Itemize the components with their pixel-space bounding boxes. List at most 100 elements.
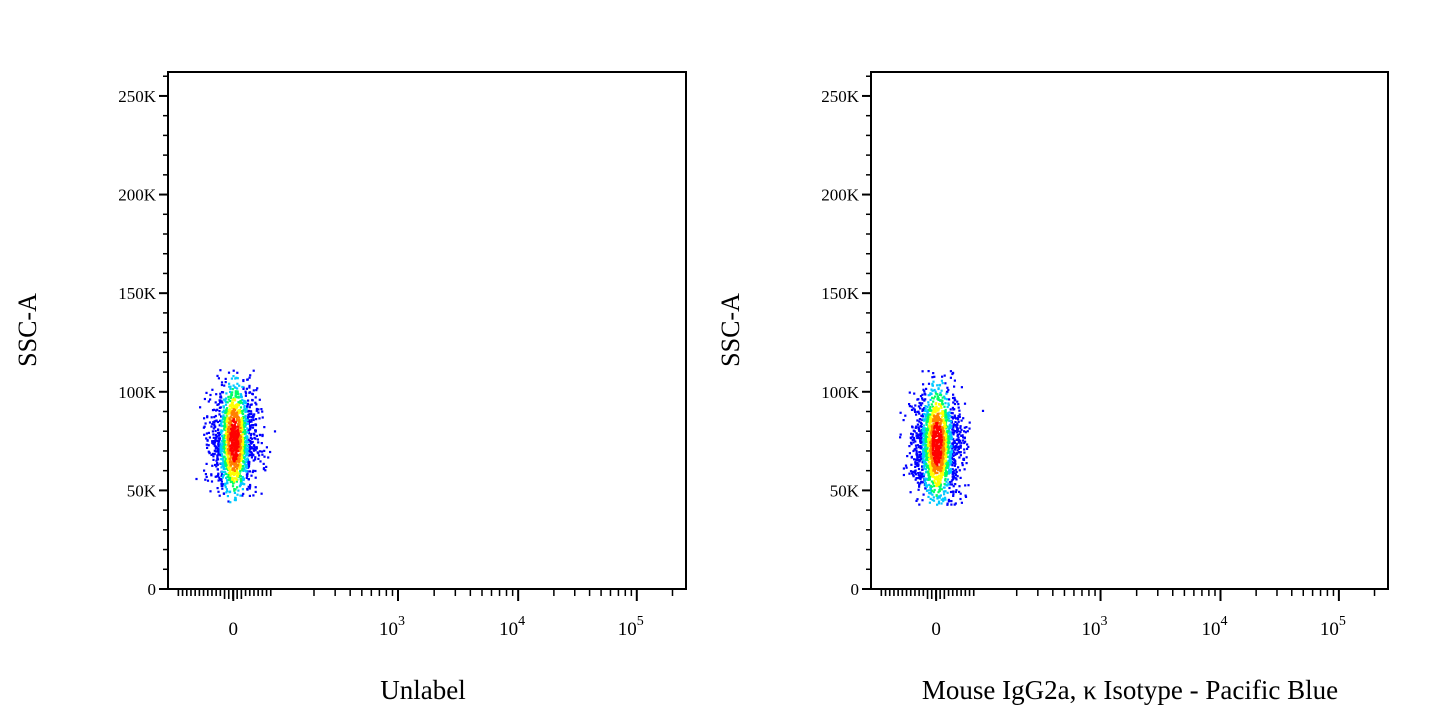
event-dot	[936, 439, 939, 442]
event-dot	[239, 396, 242, 399]
event-dot	[263, 455, 266, 458]
event-dot	[946, 405, 949, 409]
event-dot	[967, 484, 970, 487]
event-dot	[921, 481, 924, 484]
event-dot	[920, 441, 923, 444]
event-dot	[919, 482, 922, 485]
event-dot	[923, 459, 926, 463]
event-dot	[233, 448, 236, 451]
event-dot	[206, 439, 209, 442]
event-dot	[936, 451, 939, 454]
event-dot	[244, 469, 247, 472]
event-dot	[241, 488, 244, 491]
event-dot	[911, 472, 914, 475]
event-dot	[259, 460, 262, 463]
event-dot	[930, 417, 933, 420]
event-dot	[236, 410, 239, 413]
event-dot	[944, 402, 947, 405]
event-dot	[216, 456, 219, 459]
event-dot	[943, 460, 946, 463]
event-dot	[936, 457, 940, 460]
event-dot	[929, 486, 932, 489]
x-tick-exponent: 5	[1339, 614, 1346, 629]
event-dot	[216, 408, 219, 411]
event-dot	[944, 397, 947, 400]
event-dot	[951, 406, 954, 409]
event-dot	[249, 485, 252, 488]
y-tick-label: 200K	[118, 186, 157, 205]
event-dot	[922, 439, 925, 442]
event-dot	[254, 423, 257, 426]
event-dot	[255, 418, 258, 421]
event-dot	[239, 480, 243, 483]
event-dot	[933, 476, 936, 479]
event-dot	[224, 433, 227, 436]
event-dot	[917, 464, 920, 468]
event-dot	[904, 414, 907, 417]
event-dot	[936, 503, 939, 506]
event-dot	[935, 484, 938, 487]
event-dot	[232, 467, 235, 470]
event-dot	[946, 425, 949, 428]
event-dot	[927, 453, 931, 456]
x-tick-exponent: 4	[518, 614, 525, 629]
event-dot	[919, 451, 922, 454]
event-dot	[212, 455, 215, 458]
event-dot	[955, 452, 958, 455]
event-dot	[949, 431, 952, 434]
event-dot	[927, 415, 931, 418]
event-dot	[932, 372, 935, 375]
event-dot	[919, 407, 922, 410]
event-dot	[220, 423, 223, 426]
event-dot	[933, 488, 936, 492]
event-dot	[944, 408, 947, 412]
event-dot	[226, 490, 229, 493]
event-dot	[914, 471, 917, 475]
event-dot	[258, 454, 261, 457]
event-dot	[226, 464, 229, 467]
event-dot	[233, 441, 236, 444]
event-dot	[946, 441, 949, 444]
event-dot	[233, 498, 236, 502]
event-dot	[263, 426, 266, 429]
event-dot	[951, 431, 954, 434]
event-dot	[936, 384, 939, 387]
event-dot	[222, 460, 225, 463]
event-dot	[960, 428, 963, 431]
event-dot	[226, 413, 229, 416]
event-dot	[938, 482, 941, 485]
event-dot	[233, 446, 236, 449]
event-dot	[247, 438, 250, 441]
event-dot	[221, 484, 224, 487]
event-dot	[247, 463, 250, 466]
event-dot	[932, 418, 935, 421]
event-dot	[944, 496, 947, 499]
event-dot	[230, 437, 233, 440]
event-dot	[928, 501, 931, 504]
event-dot	[218, 438, 221, 441]
event-dot	[254, 469, 257, 473]
event-dot	[252, 459, 255, 462]
event-dot	[223, 468, 226, 471]
event-dot	[227, 478, 230, 481]
event-dot	[230, 427, 233, 431]
event-dot	[908, 472, 911, 475]
event-dot	[937, 422, 940, 425]
event-dot	[927, 427, 930, 430]
event-dot	[212, 436, 215, 439]
event-dot	[952, 426, 955, 429]
event-dot	[246, 416, 250, 419]
event-dot	[221, 462, 224, 466]
event-dot	[239, 448, 242, 451]
event-dot	[237, 424, 240, 427]
event-dot	[914, 404, 917, 407]
event-dot	[225, 491, 228, 494]
event-dot	[239, 411, 242, 414]
event-dot	[959, 446, 962, 449]
event-dot	[234, 453, 237, 456]
event-dot	[913, 430, 916, 433]
event-dot	[239, 424, 242, 427]
event-dot	[943, 395, 946, 398]
event-dot	[244, 432, 247, 435]
event-dot	[954, 453, 957, 456]
